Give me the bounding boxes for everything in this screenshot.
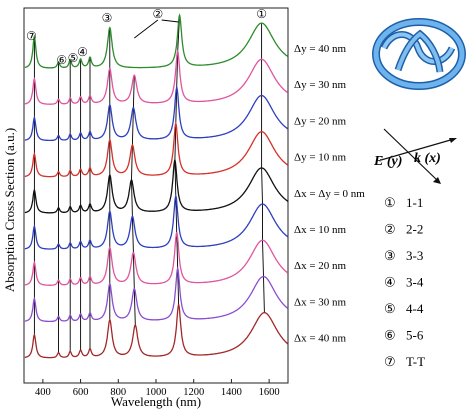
- series-label-2: Δy = 20 nm: [294, 115, 347, 127]
- mode-marker-2: ②: [153, 7, 164, 21]
- mode-legend-label-1: 1-1: [406, 195, 423, 210]
- k-arrow: [380, 138, 455, 161]
- series-label-5: Δx = 10 nm: [294, 224, 347, 236]
- series-line-4: [24, 159, 289, 214]
- mode-guide-lines: [33, 15, 265, 353]
- series-label-7: Δx = 30 nm: [294, 296, 347, 308]
- mode-legend-label-7: T-T: [406, 354, 425, 369]
- mode-marker-3: ③: [102, 11, 113, 25]
- mode-marker-4: ④: [77, 45, 88, 59]
- mode-marker-6: ⑥: [56, 53, 67, 67]
- series-line-7: [24, 266, 289, 323]
- x-axis-ticks: 400 600 800 1000 1200 1400 1600: [35, 379, 280, 398]
- series-line-6: [24, 231, 289, 286]
- x-axis-label: Wavelength (nm): [111, 394, 201, 409]
- x-tick-label-400: 400: [35, 387, 51, 398]
- y-axis-label: Absorption Cross Section (a.u.): [2, 128, 17, 292]
- series-line-2: [24, 87, 289, 142]
- x-tick-label-1000: 1000: [146, 387, 167, 398]
- series-line-0: [24, 13, 289, 69]
- series-lines: [24, 13, 289, 359]
- x-tick-label-800: 800: [110, 387, 126, 398]
- mode-legend: ① 1-1 ② 2-2 ③ 3-3 ④ 3-4 ⑤ 4-4 ⑥ 5-6 ⑦ T-T: [384, 195, 425, 369]
- x-tick-label-600: 600: [73, 387, 89, 398]
- series-label-0: Δy = 40 nm: [294, 43, 347, 55]
- mode-legend-symbol-4: ④: [384, 275, 396, 290]
- mode-legend-symbol-6: ⑥: [384, 328, 396, 343]
- series-label-6: Δx = 20 nm: [294, 260, 347, 272]
- mode-markers: ① ② ③ ④⑤⑥ ⑦: [26, 7, 267, 67]
- mode-legend-symbol-7: ⑦: [384, 354, 396, 369]
- mode-legend-label-4: 3-4: [406, 275, 424, 290]
- x-tick-label-1400: 1400: [221, 387, 242, 398]
- x-tick-label-1600: 1600: [259, 387, 280, 398]
- mode-legend-symbol-3: ③: [384, 248, 396, 263]
- e-label: E (y): [373, 154, 402, 169]
- mode-guide-6: [131, 75, 136, 325]
- k-arrow-head: [449, 138, 457, 143]
- series-line-1: [24, 49, 289, 105]
- series-line-5: [24, 194, 289, 250]
- e-arrow: [383, 128, 439, 182]
- series-line-8: [24, 304, 289, 359]
- mode-marker-5: ⑤: [68, 51, 79, 65]
- mode-legend-symbol-1: ①: [384, 195, 396, 210]
- mode-legend-label-6: 5-6: [406, 328, 424, 343]
- series-label-8: Δx = 40 nm: [294, 333, 347, 345]
- mode-marker-7: ⑦: [26, 29, 37, 43]
- series-line-3: [24, 122, 289, 178]
- k-label: k (x): [414, 151, 441, 166]
- mode-marker-2-bracket: [134, 19, 179, 39]
- knot-ring-illustration: [372, 18, 466, 90]
- mode-legend-label-3: 3-3: [406, 248, 423, 263]
- polarization-diagram: k (x) E (y): [373, 128, 457, 184]
- series-label-4: Δx = Δy = 0 nm: [294, 188, 365, 200]
- mode-legend-symbol-2: ②: [384, 222, 396, 237]
- series-label-1: Δy = 30 nm: [294, 79, 347, 91]
- mode-legend-label-2: 2-2: [406, 222, 423, 237]
- series-labels: Δy = 40 nm Δy = 30 nm Δy = 20 nm Δy = 10 nm…: [294, 43, 365, 345]
- e-arrow-head: [433, 177, 441, 184]
- series-label-3: Δy = 10 nm: [294, 152, 347, 164]
- mode-legend-label-5: 4-4: [406, 301, 424, 316]
- mode-marker-1: ①: [256, 7, 267, 21]
- mode-legend-symbol-5: ⑤: [384, 301, 396, 316]
- plot-area: 400 600 800 1000 1200 1400 1600 ① ② ③ ④⑤⑥ ⑦: [23, 7, 289, 398]
- x-tick-label-1200: 1200: [183, 387, 204, 398]
